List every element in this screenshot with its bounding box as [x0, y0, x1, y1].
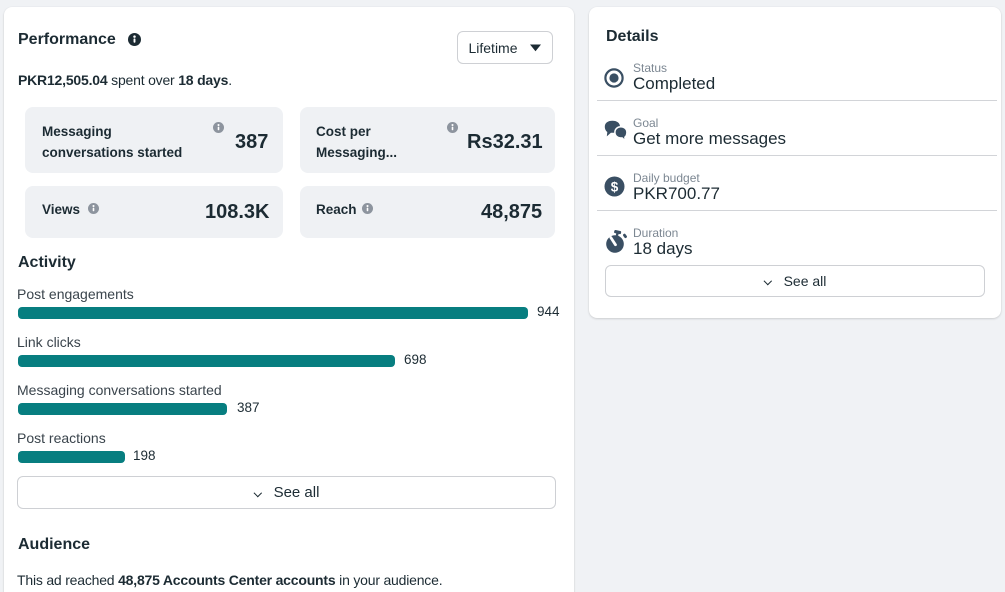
svg-text:$: $: [611, 179, 619, 194]
